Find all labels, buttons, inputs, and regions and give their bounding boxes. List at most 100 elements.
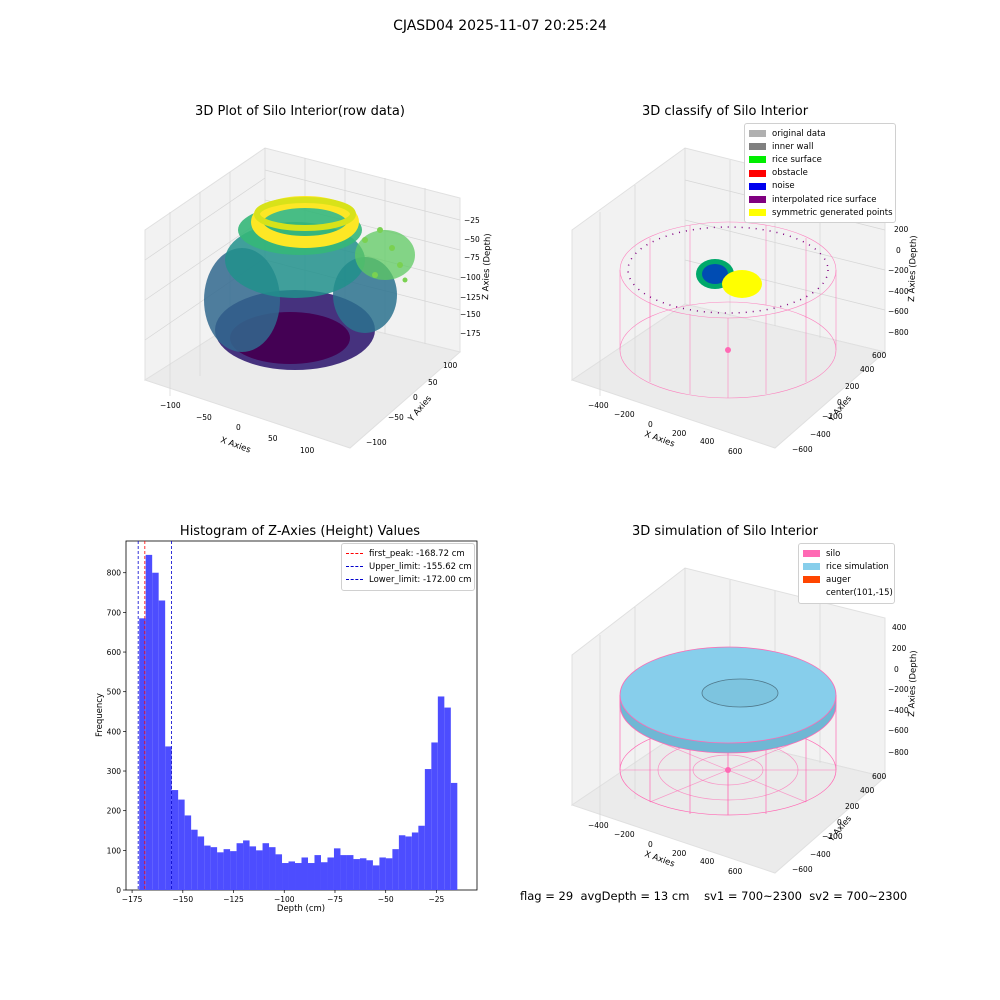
panel2-ztick: −600	[888, 307, 909, 316]
panel2-legend: original data inner wall rice surface ob…	[744, 123, 896, 224]
y-tick-label: 400	[107, 727, 122, 736]
panel4-ytick: −600	[792, 865, 813, 874]
legend-swatch	[749, 169, 766, 177]
legend-swatch	[749, 156, 766, 164]
panel4-ztick: 200	[892, 644, 907, 653]
panel4-ztick: −400	[888, 706, 909, 715]
legend-label: inner wall	[772, 141, 814, 152]
legend-item: Lower_limit: -172.00 cm	[346, 573, 472, 586]
histogram-bar	[184, 815, 192, 890]
x-tick-label: −125	[223, 895, 244, 904]
y-tick-label: 200	[107, 807, 122, 816]
legend-swatch	[803, 590, 820, 597]
panel4-ytick: 200	[845, 802, 860, 811]
panel4-ytick: −400	[810, 850, 831, 859]
histogram-bar	[269, 847, 276, 890]
panel2-ztick: −200	[888, 266, 909, 275]
panel2-ytick: −200	[822, 412, 843, 421]
histogram-bar	[327, 857, 334, 890]
legend-item: obstacle	[749, 167, 891, 180]
panel4-ztick: −800	[888, 748, 909, 757]
histogram-bar	[288, 861, 296, 890]
panel4-ztick: 400	[892, 623, 907, 632]
legend-line	[346, 566, 363, 568]
legend-swatch	[749, 209, 766, 217]
panel4-zlabel: Z Axies (Depth)	[907, 650, 919, 717]
panel1-xtick: 100	[300, 446, 315, 455]
legend-swatch	[803, 563, 820, 571]
histogram-bar	[210, 847, 218, 890]
histogram-bar	[385, 858, 393, 890]
panel4-ytick: 600	[872, 772, 887, 781]
legend-label: rice surface	[772, 154, 822, 165]
panel1-ytick: 50	[428, 378, 438, 387]
panel4-xtick: −200	[614, 830, 635, 839]
histogram-bar	[295, 863, 302, 890]
panel4-center-marker	[725, 767, 731, 773]
panel3-ylabel: Frequency	[95, 693, 105, 737]
panel3-histogram: −175 −150 −125 −100 −75 −50 −25 0 100 200 300 400 5…	[95, 540, 478, 914]
panel4-legend: silo rice simulation auger center(101,-1…	[798, 543, 895, 604]
y-tick-label: 500	[107, 688, 122, 697]
legend-item: inner wall	[749, 140, 891, 153]
panel1-xtick: −100	[160, 401, 181, 410]
panel1-ylabel: Y Axies	[406, 394, 434, 425]
panel3-reference-lines	[137, 541, 172, 890]
legend-label: first_peak: -168.72 cm	[369, 548, 465, 559]
y-tick-label: 100	[107, 846, 122, 855]
avg-depth-value: avgDepth = 13 cm	[580, 889, 690, 903]
panel1-ytick: −50	[388, 413, 404, 422]
histogram-bar	[282, 863, 289, 890]
panel2-xtick: 400	[700, 437, 715, 446]
legend-item: silo	[803, 547, 890, 560]
legend-label: silo	[826, 548, 841, 559]
panel2-xtick: 600	[728, 447, 743, 456]
x-tick-label: −150	[173, 895, 194, 904]
legend-label: original data	[772, 128, 826, 139]
panel2-noise-cluster	[702, 264, 728, 284]
legend-swatch	[749, 130, 766, 138]
legend-label: noise	[772, 181, 795, 192]
histogram-bar	[230, 851, 237, 890]
panel2-xtick: −400	[588, 401, 609, 410]
y-tick-label: 800	[107, 569, 122, 578]
histogram-bar	[223, 849, 231, 890]
panel4-3d-plot: −400 −200 0 200 400 600 −600 −400 −200 0…	[570, 567, 919, 876]
panel2-ytick: 400	[860, 365, 875, 374]
panel2-ytick: 200	[845, 382, 860, 391]
legend-label: Lower_limit: -172.00 cm	[369, 574, 472, 585]
histogram-bar	[171, 790, 179, 890]
panel3-title: Histogram of Z-Axies (Height) Values	[179, 524, 421, 539]
histogram-bar	[392, 849, 399, 890]
histogram-bar	[165, 746, 172, 890]
panel2-ztick: 200	[894, 225, 909, 234]
x-tick-label: −175	[122, 895, 143, 904]
histogram-bar	[145, 554, 153, 890]
panel1-ztick: −75	[464, 253, 480, 262]
histogram-bar	[398, 835, 406, 890]
panel1-ytick: 100	[443, 361, 458, 370]
legend-item: symmetric generated points	[749, 206, 893, 219]
histogram-bar	[191, 829, 198, 890]
histogram-bar	[444, 707, 451, 890]
panel4-xtick: 0	[648, 840, 653, 849]
panel1-zlabel: Z Axies (Depth)	[481, 233, 493, 300]
panel4-rice-simulation-surface	[619, 646, 837, 754]
legend-item: rice surface	[749, 153, 891, 166]
legend-label: center(101,-15)	[826, 588, 893, 599]
legend-swatch	[749, 143, 766, 151]
panel4-title: 3D simulation of Silo Interior	[632, 524, 818, 539]
panel2-ytick: 0	[837, 398, 842, 407]
legend-item: first_peak: -168.72 cm	[346, 547, 470, 560]
x-tick-label: −25	[429, 895, 445, 904]
y-tick-label: 600	[107, 648, 122, 657]
panel4-ytick: −200	[822, 832, 843, 841]
y-tick-label: 300	[107, 767, 122, 776]
panel1-ytick: 0	[413, 393, 418, 402]
legend-item: rice simulation	[803, 560, 890, 573]
histogram-bar	[333, 848, 341, 890]
histogram-bar	[152, 572, 159, 890]
panel2-ztick: −400	[888, 287, 909, 296]
histogram-bar	[262, 843, 270, 890]
sv1-value: sv1 = 700~2300	[704, 889, 802, 903]
